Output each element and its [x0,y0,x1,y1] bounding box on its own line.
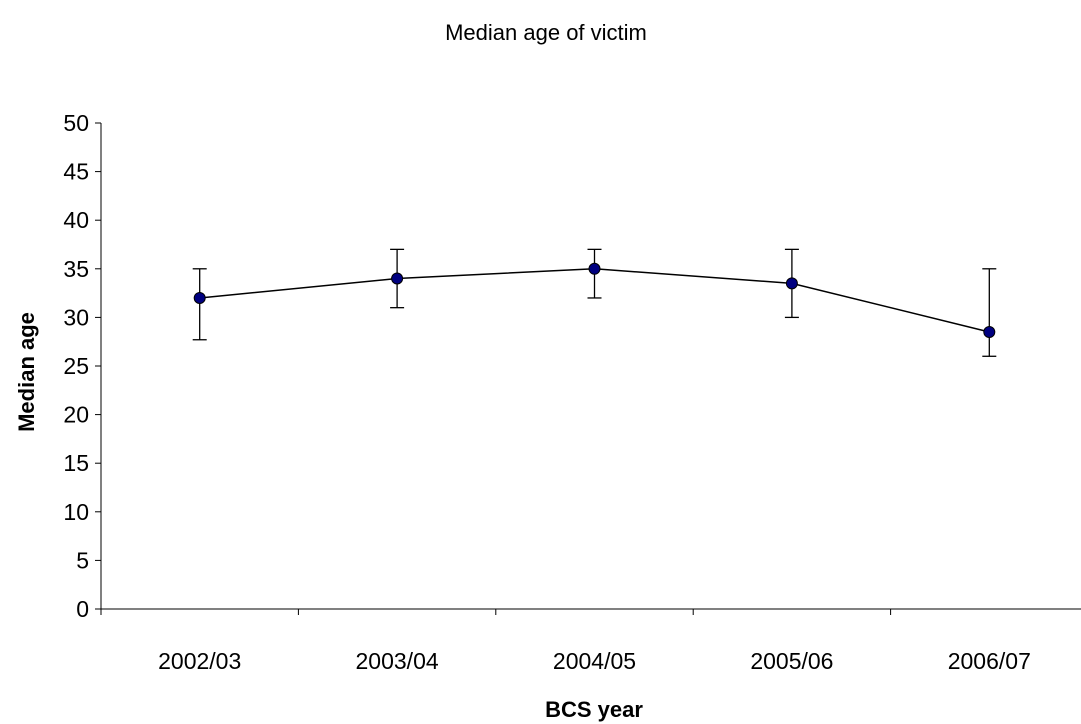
y-tick-label: 0 [76,596,89,622]
data-point [391,272,404,285]
y-tick-label: 10 [63,499,89,525]
data-point [193,291,206,304]
x-tick-label: 2006/07 [948,648,1031,674]
chart-title: Median age of victim [445,20,647,45]
y-tick-label: 30 [63,304,89,330]
y-tick-label: 35 [63,256,89,282]
x-axis-title: BCS year [545,697,643,722]
y-tick-label: 40 [63,207,89,233]
data-point [983,325,996,338]
y-tick-label: 45 [63,159,89,185]
error-bar [192,268,207,341]
x-tick-label: 2004/05 [553,648,636,674]
y-axis-title: Median age [14,312,39,432]
y-tick-label: 25 [63,353,89,379]
x-tick-label: 2002/03 [158,648,241,674]
y-tick-label: 50 [63,110,89,136]
x-tick-label: 2005/06 [750,648,833,674]
error-bar [982,268,997,357]
y-tick-label: 20 [63,402,89,428]
data-point [588,262,601,275]
y-tick-label: 5 [76,547,89,573]
x-tick-label: 2003/04 [356,648,439,674]
data-point [785,277,798,290]
y-tick-label: 15 [63,450,89,476]
